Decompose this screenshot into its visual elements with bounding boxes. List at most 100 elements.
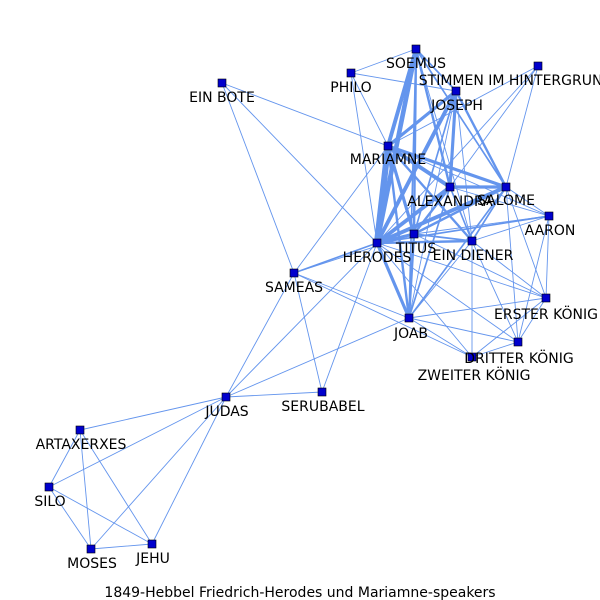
node-joseph[interactable] [451, 86, 461, 96]
node-serubabel[interactable] [317, 387, 327, 397]
node-label-erster: ERSTER KÖNIG [494, 305, 598, 323]
edge-mariamne-ein-diener [386, 144, 474, 243]
node-zweiter[interactable] [467, 352, 477, 362]
edge-herodes-joab [375, 241, 411, 320]
node-stimmen[interactable] [533, 61, 543, 71]
edge-soemus-salome [415, 48, 507, 188]
node-silo[interactable] [44, 482, 54, 492]
edge-herodes-sameas [293, 242, 378, 274]
node-soemus[interactable] [411, 44, 421, 54]
edge-soemus-joab [408, 48, 417, 319]
edge-salome-titus [412, 185, 508, 236]
edge-alexandra-joab [408, 186, 451, 319]
node-label-zweiter: ZWEITER KÖNIG [418, 366, 531, 384]
edge-moses-jehu [90, 543, 153, 550]
edge-mariamne-joseph [386, 89, 458, 148]
edge-titus-aaron [413, 215, 550, 235]
node-herodes[interactable] [372, 238, 382, 248]
node-label-sameas: SAMEAS [265, 280, 323, 296]
edge-erster-zweiter [471, 297, 547, 358]
node-dritter[interactable] [513, 337, 523, 347]
edge-titus-ein-diener [413, 233, 473, 242]
edge-joseph-titus [413, 90, 457, 235]
node-artaxerxes[interactable] [75, 425, 85, 435]
edge-ein-diener-erster [471, 240, 547, 299]
node-label-judas: JUDAS [204, 404, 248, 420]
edge-titus-sameas [293, 233, 415, 274]
edge-soemus-joseph [415, 48, 457, 92]
edge-judas-serubabel [225, 391, 323, 398]
node-label-joseph: JOSEPH [430, 98, 483, 114]
node-label-serubabel: SERUBABEL [281, 399, 364, 415]
edge-erster-dritter [517, 297, 547, 343]
node-ein-diener[interactable] [467, 236, 477, 246]
node-alexandra[interactable] [445, 182, 455, 192]
edge-joab-zweiter [408, 317, 473, 358]
edge-mariamne-salome [386, 144, 508, 189]
edge-layer [48, 46, 550, 550]
edge-titus-erster [413, 233, 547, 299]
edge-ein-diener-aaron [471, 215, 550, 242]
edge-salome-erster [505, 186, 547, 299]
edge-sameas-serubabel [293, 272, 323, 393]
node-label-mariamne: MARIAMNE [350, 152, 427, 168]
node-aaron[interactable] [544, 211, 554, 221]
label-layer: SOEMUS PHILO JOSEPH STIMMEN IM HINTERGRUND E… [34, 56, 600, 572]
node-titus[interactable] [409, 229, 419, 239]
node-erster[interactable] [541, 293, 551, 303]
node-label-stimmen: STIMMEN IM HINTERGRUND [419, 73, 600, 89]
node-label-ein-bote: EIN BOTE [189, 90, 255, 106]
edge-titus-joab [407, 232, 416, 320]
node-moses[interactable] [86, 544, 96, 554]
edge-mariamne-soemus [386, 47, 418, 148]
edge-artaxerxes-jehu [79, 429, 153, 545]
node-label-joab: JOAB [393, 326, 428, 342]
node-label-silo: SILO [34, 494, 65, 510]
edge-alexandra-ein-diener [449, 186, 473, 242]
edge-judas-silo [48, 396, 227, 488]
node-label-alexandra: ALEXANDRA [407, 194, 493, 210]
edge-joseph-joab [408, 90, 457, 319]
edge-alexandra-titus [412, 185, 452, 236]
edge-joab-erster [408, 297, 547, 319]
edge-judas-jehu [151, 396, 227, 545]
edge-herodes-zweiter [376, 242, 473, 358]
node-layer [44, 44, 554, 554]
edge-artaxerxes-moses [79, 429, 92, 550]
node-mariamne[interactable] [383, 141, 393, 151]
node-label-soemus: SOEMUS [386, 56, 446, 72]
node-label-artaxerxes: ARTAXERXES [36, 437, 127, 453]
node-judas[interactable] [221, 392, 231, 402]
edge-silo-moses [48, 486, 92, 550]
edge-herodes-philo [350, 72, 378, 244]
edge-judas-moses [90, 396, 227, 550]
edge-salome-joab [408, 186, 507, 319]
edge-herodes-soemus [374, 46, 419, 246]
edge-judas-artaxerxes [79, 396, 227, 431]
edge-dritter-zweiter [471, 341, 519, 358]
edge-mariamne-joab [386, 144, 411, 320]
node-label-aaron: AARON [525, 223, 576, 239]
edge-silo-jehu [48, 486, 153, 545]
edge-mariamne-philo [350, 72, 389, 147]
node-philo[interactable] [346, 68, 356, 78]
edge-herodes-ein-bote [221, 82, 378, 244]
edge-mariamne-alexandra [386, 144, 452, 189]
node-ein-bote[interactable] [217, 78, 227, 88]
node-salome[interactable] [501, 182, 511, 192]
edge-salome-aaron [505, 186, 550, 217]
node-joab[interactable] [404, 313, 414, 323]
edge-alexandra-aaron [449, 186, 550, 217]
edge-joseph-philo [350, 72, 457, 92]
node-label-titus: TITUS [395, 241, 436, 257]
edge-alexandra-stimmen [449, 65, 539, 188]
edge-joseph-alexandra [448, 89, 458, 189]
node-jehu[interactable] [147, 539, 157, 549]
edge-herodes-stimmen [376, 65, 539, 244]
edge-soemus-philo [350, 48, 417, 74]
edge-mariamne-ein-bote [221, 82, 389, 147]
edge-herodes-erster [376, 242, 547, 299]
edge-sameas-ein-bote [221, 82, 295, 274]
node-sameas[interactable] [289, 268, 299, 278]
node-label-moses: MOSES [67, 556, 117, 572]
